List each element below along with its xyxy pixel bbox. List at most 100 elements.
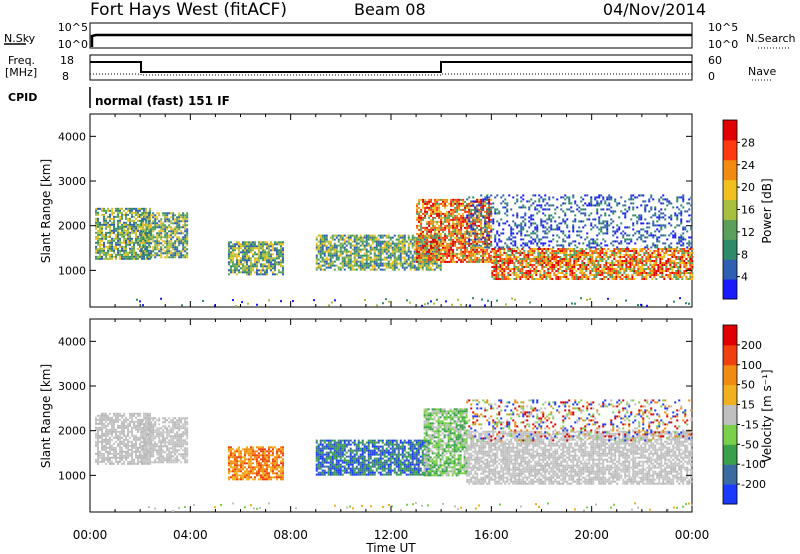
power-data-cell bbox=[142, 238, 145, 241]
power-data-cell bbox=[253, 261, 256, 264]
power-data-cell bbox=[553, 260, 556, 263]
power-data-cell bbox=[558, 236, 561, 239]
power-data-cell bbox=[601, 268, 604, 271]
power-data-cell bbox=[403, 256, 406, 259]
power-data-cell bbox=[440, 236, 443, 239]
power-data-cell bbox=[564, 198, 567, 201]
power-data-cell bbox=[351, 268, 354, 271]
power-data-cell bbox=[135, 209, 138, 212]
power-data-cell bbox=[558, 222, 561, 225]
power-data-cell bbox=[571, 268, 574, 271]
power-data-cell bbox=[133, 243, 136, 246]
power-data-cell bbox=[123, 245, 126, 248]
power-data-cell bbox=[117, 253, 120, 256]
power-data-cell bbox=[321, 238, 324, 241]
power-data-cell bbox=[565, 250, 568, 253]
power-data-cell bbox=[511, 252, 514, 255]
power-data-cell bbox=[351, 244, 354, 247]
power-data-cell bbox=[505, 260, 508, 263]
power-data-cell bbox=[584, 224, 587, 227]
power-data-cell bbox=[347, 258, 350, 261]
power-data-cell bbox=[597, 274, 600, 277]
power-data-cell bbox=[331, 252, 334, 255]
power-data-cell bbox=[247, 247, 250, 250]
power-data-cell bbox=[245, 245, 248, 248]
power-data-cell bbox=[339, 252, 342, 255]
power-data-cell bbox=[143, 209, 146, 212]
power-data-cell bbox=[486, 240, 489, 243]
power-data-cell bbox=[593, 276, 596, 279]
power-data-cell bbox=[585, 266, 588, 269]
power-data-cell bbox=[420, 214, 423, 217]
power-data-cell bbox=[416, 260, 419, 263]
power-data-cell bbox=[103, 251, 106, 254]
power-data-cell bbox=[440, 214, 443, 217]
power-data-cell bbox=[497, 254, 500, 257]
power-data-cell bbox=[589, 272, 592, 275]
power-data-cell bbox=[426, 254, 429, 257]
power-data-cell bbox=[428, 228, 431, 231]
power-data-cell bbox=[520, 216, 523, 219]
power-data-cell bbox=[495, 268, 498, 271]
power-data-cell bbox=[647, 252, 650, 255]
power-data-cell bbox=[416, 216, 419, 219]
power-data-cell bbox=[503, 258, 506, 261]
power-data-cell bbox=[383, 268, 386, 271]
power-data-cell bbox=[460, 230, 463, 233]
power-data-cell bbox=[576, 246, 579, 249]
power-data-cell bbox=[541, 278, 544, 281]
power-data-cell bbox=[243, 253, 246, 256]
power-data-cell bbox=[496, 230, 499, 233]
power-data-cell bbox=[261, 253, 264, 256]
power-data-cell bbox=[541, 268, 544, 271]
power-data-cell bbox=[494, 210, 497, 213]
power-data-cell bbox=[186, 230, 189, 233]
power-data-cell bbox=[531, 254, 534, 257]
power-data-cell bbox=[600, 214, 603, 217]
power-data-cell bbox=[257, 249, 260, 252]
power-data-cell bbox=[681, 256, 684, 259]
power-data-cell bbox=[416, 254, 419, 257]
power-data-cell bbox=[589, 254, 592, 257]
power-data-cell bbox=[184, 236, 187, 239]
power-data-cell bbox=[140, 234, 143, 237]
power-data-cell bbox=[431, 264, 434, 267]
power-data-cell bbox=[603, 264, 606, 267]
power-data-cell bbox=[341, 258, 344, 261]
power-data-cell bbox=[425, 248, 428, 251]
power-data-cell bbox=[323, 244, 326, 247]
power-data-cell bbox=[145, 207, 148, 210]
power-data-cell bbox=[629, 254, 632, 257]
power-data-cell bbox=[474, 258, 477, 261]
power-data-cell bbox=[543, 258, 546, 261]
power-data-cell bbox=[675, 272, 678, 275]
power-data-cell bbox=[367, 236, 370, 239]
power-data-cell bbox=[468, 230, 471, 233]
power-data-cell bbox=[325, 234, 328, 237]
power-data-cell bbox=[109, 213, 112, 216]
power-data-cell bbox=[123, 231, 126, 234]
power-data-cell bbox=[127, 237, 130, 240]
power-data-cell bbox=[323, 264, 326, 267]
power-data-cell bbox=[633, 258, 636, 261]
power-data-cell bbox=[623, 272, 626, 275]
power-data-cell bbox=[486, 210, 489, 213]
power-data-cell bbox=[521, 276, 524, 279]
power-data-cell bbox=[442, 220, 445, 223]
power-data-cell bbox=[689, 260, 692, 263]
power-data-cell bbox=[498, 246, 501, 249]
power-data-cell bbox=[543, 266, 546, 269]
power-data-cell bbox=[671, 252, 674, 255]
power-data-cell bbox=[468, 244, 471, 247]
power-data-cell bbox=[637, 266, 640, 269]
power-data-cell bbox=[160, 226, 163, 229]
power-data-cell bbox=[598, 218, 601, 221]
power-data-cell bbox=[439, 268, 442, 271]
power-data-cell bbox=[601, 250, 604, 253]
power-data-cell bbox=[279, 245, 282, 248]
power-data-cell bbox=[560, 244, 563, 247]
power-data-cell bbox=[420, 218, 423, 221]
power-data-cell bbox=[450, 232, 453, 235]
power-data-cell bbox=[456, 198, 459, 201]
power-data-cell bbox=[131, 227, 134, 230]
